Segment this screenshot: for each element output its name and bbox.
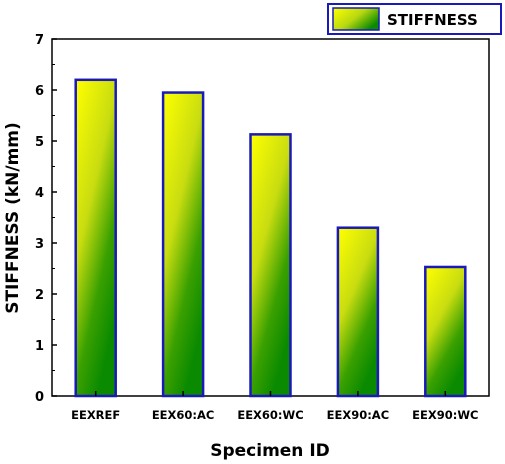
y-tick-label: 5 [35, 135, 44, 150]
x-tick-label: EEX90:WC [412, 408, 478, 422]
x-tick-label: EEXREF [71, 408, 120, 422]
legend: STIFFNESS [327, 3, 502, 35]
bar [161, 91, 205, 398]
y-tick-label: 3 [35, 237, 44, 252]
y-tick-label: 2 [35, 288, 44, 303]
y-tick-label: 1 [35, 339, 44, 354]
legend-label: STIFFNESS [387, 11, 478, 29]
x-axis-title: Specimen ID [210, 441, 330, 461]
x-tick-label: EEX90:AC [327, 408, 390, 422]
legend-swatch [332, 7, 380, 31]
x-tick-label: EEX60:WC [237, 408, 303, 422]
x-axis: EEXREF EEX60:AC EEX60:WC EEX90:AC EEX90:WC [71, 391, 478, 422]
bar [336, 226, 380, 398]
y-axis-title: STIFFNESS (kN/mm) [3, 122, 23, 314]
bar [74, 78, 117, 398]
bar [424, 265, 467, 398]
y-axis: 0 1 2 3 4 5 6 7 [35, 33, 57, 405]
y-tick-label: 6 [35, 84, 44, 99]
bars-group [74, 78, 467, 398]
bar [249, 133, 292, 398]
y-tick-label: 0 [35, 390, 44, 405]
y-tick-label: 7 [35, 33, 44, 48]
x-tick-label: EEX60:AC [152, 408, 215, 422]
y-tick-label: 4 [35, 186, 44, 201]
